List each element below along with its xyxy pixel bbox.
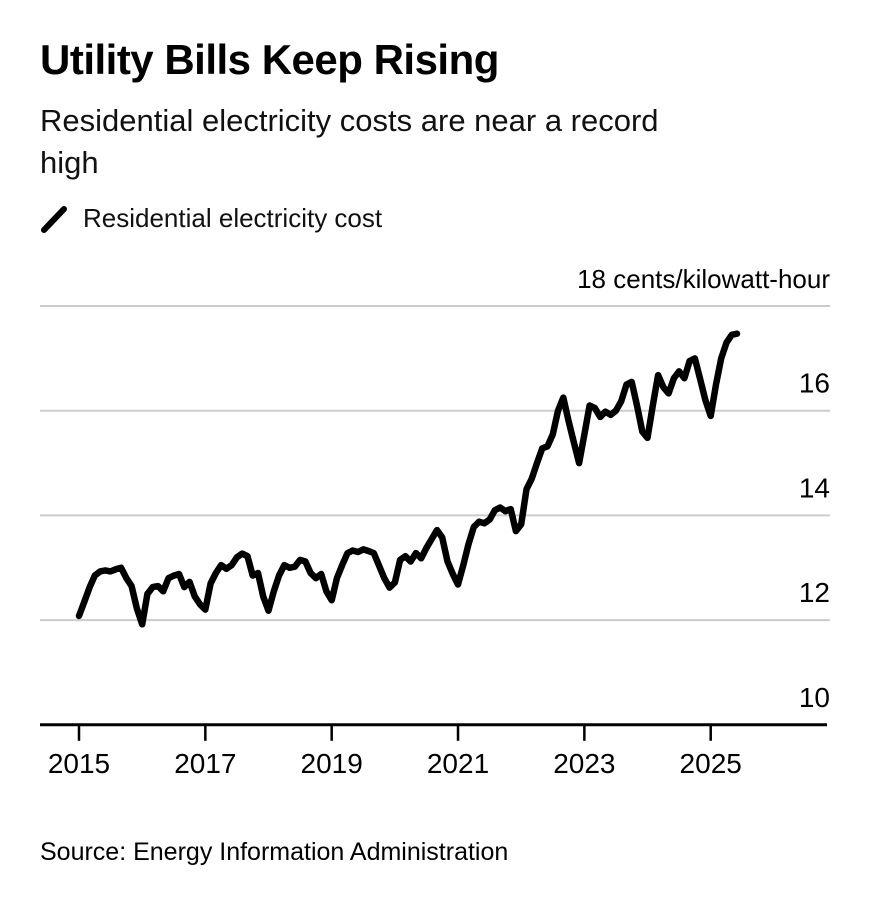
y-tick-label: 16 [799,368,830,399]
y-axis-unit-label: 18 cents/kilowatt-hour [577,264,830,294]
x-tick-label: 2019 [301,748,363,779]
y-tick-label: 10 [799,682,830,713]
y-tick-label: 12 [799,577,830,608]
legend-label: Residential electricity cost [83,203,383,233]
x-tick-label: 2021 [427,748,489,779]
x-tick-label: 2015 [48,748,110,779]
page-title: Utility Bills Keep Rising [40,36,499,83]
series-line-residential-electricity-cost [75,330,741,628]
y-tick-label: 14 [799,472,830,503]
x-tick-label: 2023 [553,748,615,779]
diagonal-line-icon [41,205,67,233]
legend: Residential electricity cost [40,203,382,234]
x-tick-label: 2017 [174,748,236,779]
chart-subtitle: Residential electricity costs are near a… [40,103,659,180]
source-note: Source: Energy Information Administratio… [40,838,509,866]
x-tick-label: 2025 [680,748,742,779]
